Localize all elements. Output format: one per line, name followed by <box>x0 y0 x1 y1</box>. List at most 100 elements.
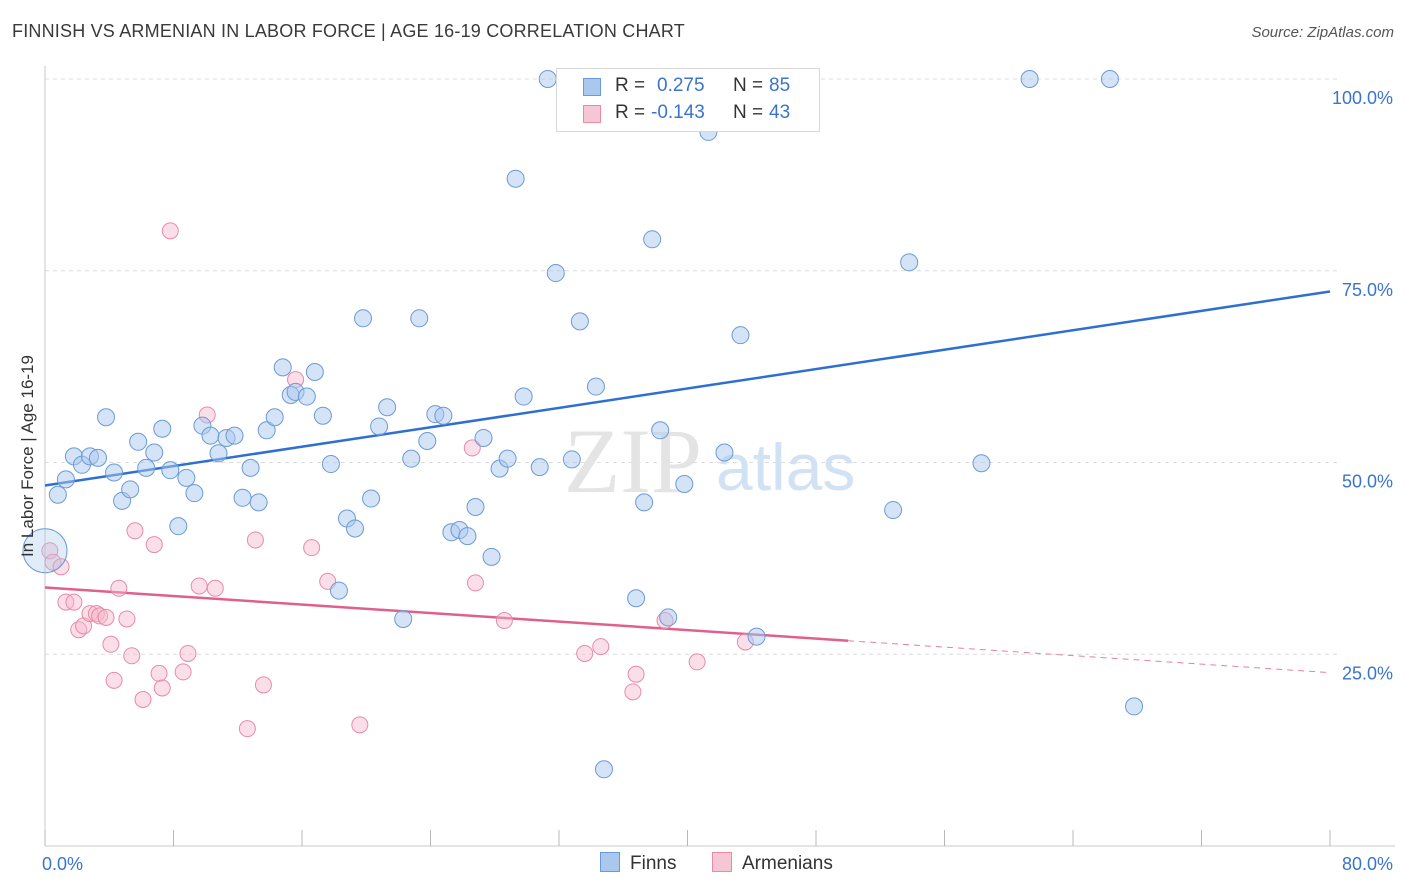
finns-point <box>434 406 453 425</box>
armenians-point <box>466 574 484 592</box>
source-credit: Source: ZipAtlas.com <box>1251 24 1394 41</box>
finns-point <box>329 581 348 600</box>
armenians-n-value: 43 <box>769 102 791 123</box>
finns-point <box>643 230 662 249</box>
finns-point <box>249 493 268 512</box>
armenians-point <box>44 553 62 571</box>
armenians-point <box>592 638 610 656</box>
armenians-point <box>52 558 70 576</box>
finns-point <box>402 449 421 468</box>
finns-point <box>354 309 373 328</box>
finns-point <box>161 461 180 480</box>
finns-point <box>659 608 678 627</box>
finns-point <box>594 760 613 779</box>
finns-n-label: N = <box>733 75 764 96</box>
armenians-point <box>161 222 179 240</box>
finns-point <box>410 309 429 328</box>
armenians-point <box>150 664 168 682</box>
finns-point <box>209 444 228 463</box>
armenians-point <box>303 539 321 557</box>
armenians-point <box>87 605 105 623</box>
finns-point <box>506 169 525 188</box>
armenians-r-label: R = <box>615 102 646 123</box>
armenians-point <box>179 644 197 662</box>
finns-point <box>121 480 140 499</box>
finns-point <box>362 489 381 508</box>
finns-point <box>169 517 188 536</box>
stats-legend: R = 0.275 N = 85 R = -0.143 N = 43 <box>556 68 820 132</box>
finns-trend-line <box>44 290 1331 487</box>
finns-point <box>474 428 493 447</box>
x-tick-label: 80.0% <box>1342 854 1393 874</box>
finns-point <box>145 443 164 462</box>
finns-point <box>1100 70 1119 88</box>
y-tick-label: 50.0% <box>1342 472 1393 492</box>
finns-point <box>635 493 654 512</box>
bottom-armenians-label: Armenians <box>742 853 833 874</box>
finns-point <box>129 432 148 451</box>
armenians-point <box>238 720 256 738</box>
finns-r-value: 0.275 <box>657 75 705 96</box>
finns-point <box>562 450 581 469</box>
watermark-zip: ZIP <box>564 410 702 512</box>
finns-point <box>233 488 252 507</box>
armenians-point <box>495 612 513 630</box>
finns-point <box>715 443 734 462</box>
finns-point <box>48 485 67 504</box>
finns-point <box>466 497 485 516</box>
armenians-point <box>463 439 481 457</box>
finns-point <box>458 527 477 546</box>
armenians-point <box>102 635 120 653</box>
finns-point <box>538 70 557 88</box>
finns-point <box>731 326 750 345</box>
armenians-point <box>246 531 264 549</box>
finns-point <box>900 253 919 272</box>
finns-point <box>546 264 565 283</box>
finns-point <box>346 519 365 538</box>
armenians-point <box>688 653 706 671</box>
x-tick-label: 0.0% <box>42 854 83 874</box>
armenians-point <box>123 647 141 665</box>
finns-point <box>257 421 276 440</box>
armenians-trend-extension <box>848 640 1331 674</box>
finns-point <box>1020 70 1039 88</box>
finns-point <box>394 609 413 628</box>
finns-point <box>56 470 75 489</box>
armenians-point <box>118 610 136 628</box>
armenians-r-value: -0.143 <box>651 102 705 123</box>
bottom-legend-armenians: Armenians <box>712 852 833 875</box>
bottom-finns-swatch <box>600 852 620 872</box>
armenians-swatch <box>583 105 601 123</box>
finns-point <box>313 406 332 425</box>
armenians-n-label: N = <box>733 102 764 123</box>
finns-n-value: 85 <box>769 75 791 96</box>
y-tick-label: 25.0% <box>1342 663 1393 683</box>
finns-point <box>273 358 292 377</box>
finns-point <box>570 312 589 331</box>
armenians-point <box>97 608 115 626</box>
finns-point <box>651 421 670 440</box>
armenians-point <box>126 522 144 540</box>
armenians-point <box>351 716 369 734</box>
finns-point <box>972 454 991 473</box>
bottom-legend-finns: Finns <box>600 852 676 875</box>
finns-point <box>884 501 903 520</box>
finns-point <box>418 432 437 451</box>
armenians-point <box>624 683 642 701</box>
armenians-point <box>110 579 128 597</box>
finns-point <box>370 417 389 436</box>
finns-point <box>747 627 766 646</box>
finns-point <box>675 474 694 493</box>
armenians-point <box>65 593 83 611</box>
y-axis-label: In Labor Force | Age 16-19 <box>18 355 37 557</box>
finns-point <box>105 463 124 482</box>
y-tick-label: 75.0% <box>1342 280 1393 300</box>
chart-title: FINNISH VS ARMENIAN IN LABOR FORCE | AGE… <box>12 21 685 41</box>
finns-point <box>514 387 533 406</box>
finns-point <box>627 589 646 608</box>
finns-point <box>498 449 517 468</box>
armenians-point <box>134 691 152 709</box>
armenians-trend-line <box>44 586 849 642</box>
finns-point <box>225 426 244 445</box>
